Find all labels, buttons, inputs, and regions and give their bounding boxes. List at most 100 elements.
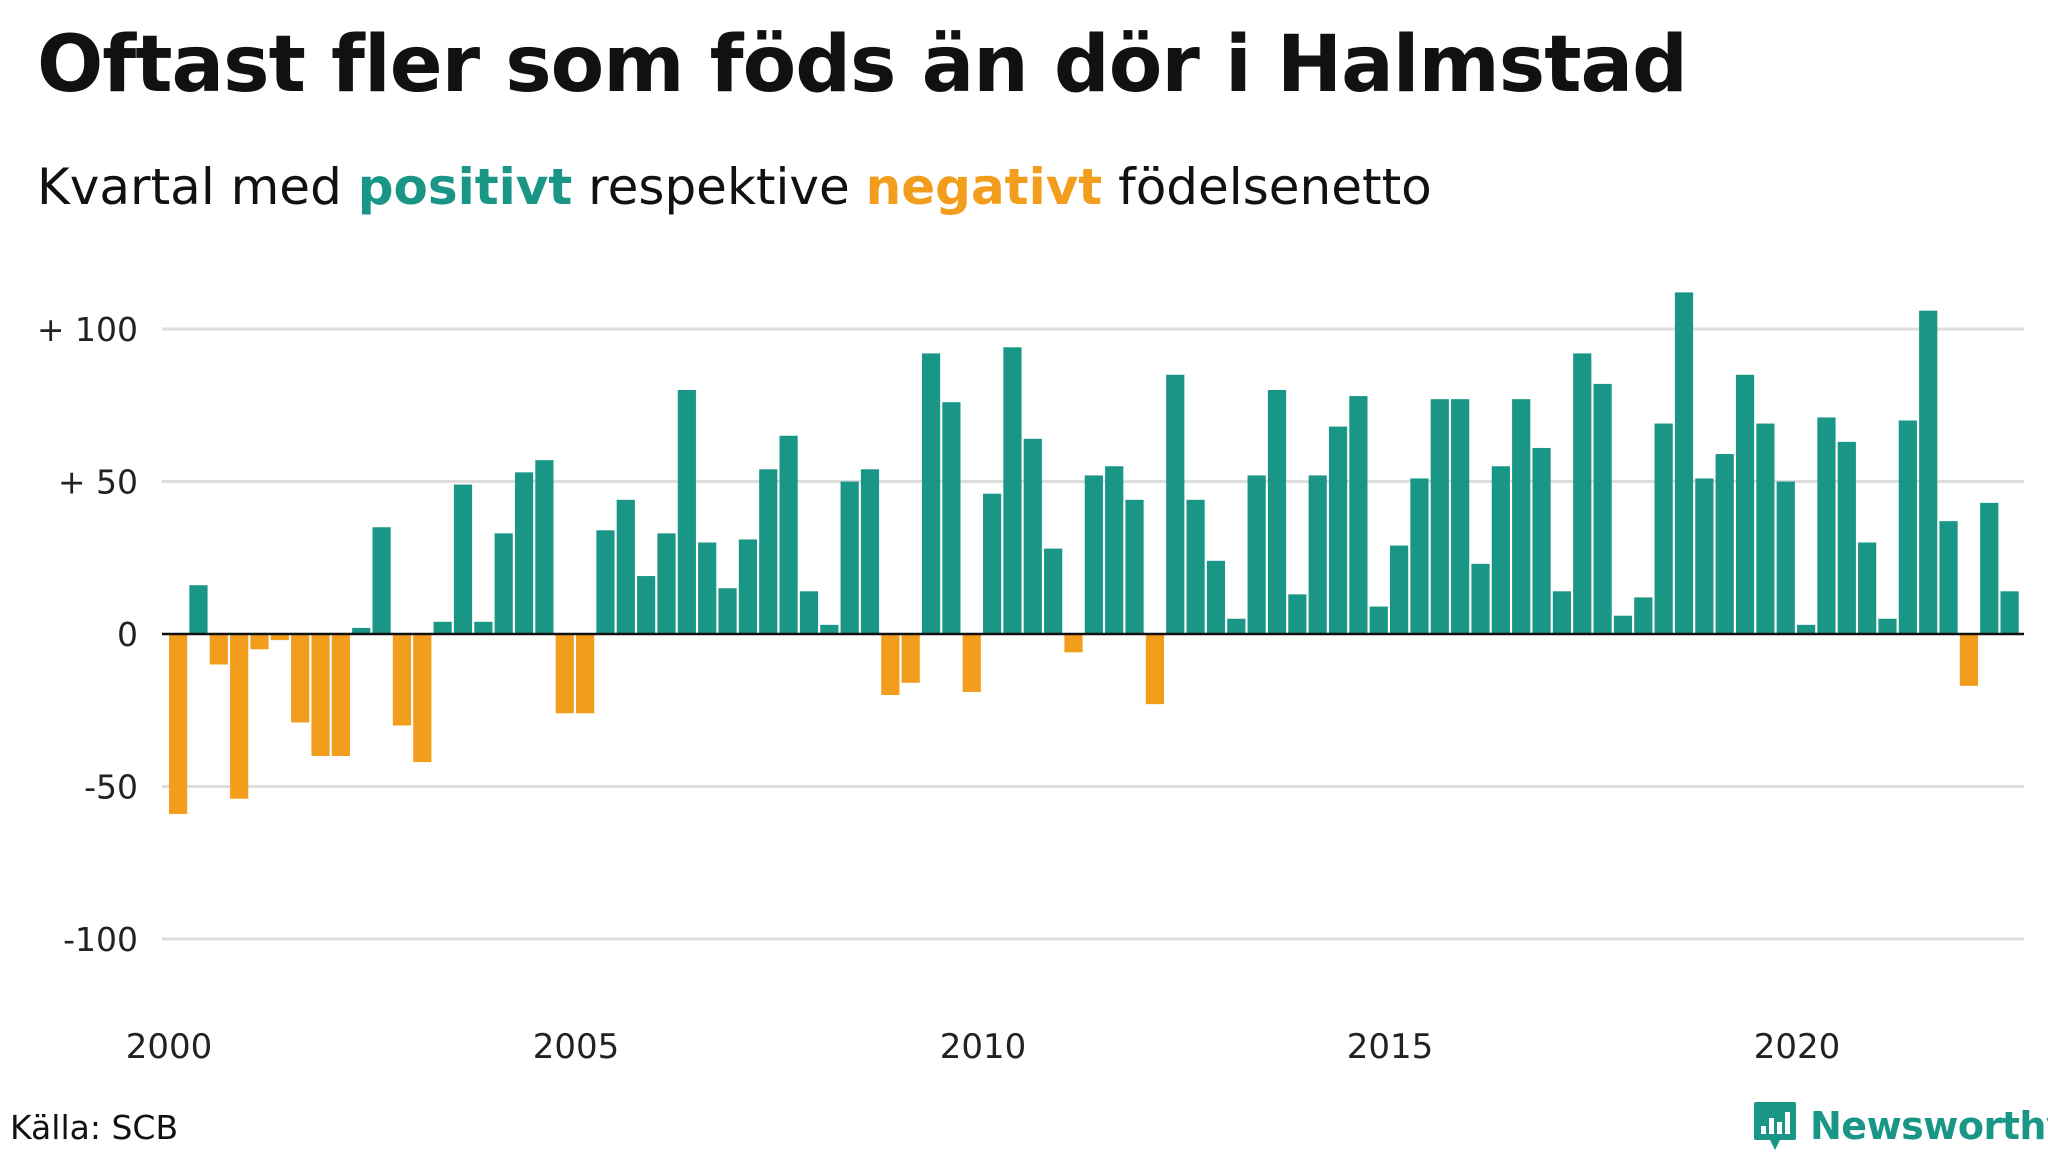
bar-positive	[189, 585, 208, 634]
bar-positive	[1247, 475, 1266, 634]
bar-positive	[1898, 420, 1917, 634]
bar-negative	[962, 634, 981, 692]
bar-positive	[820, 624, 839, 634]
bar-chart: + 100 + 50 0 -50 -100 2000 2005 2010 2015 2020	[37, 292, 2024, 1067]
bar-positive	[942, 402, 961, 634]
bar-negative	[576, 634, 595, 714]
chart-subtitle: Kvartal med positivt respektive negativt…	[37, 158, 1432, 216]
bar-positive	[657, 533, 676, 634]
bar-positive	[1369, 606, 1388, 634]
bar-positive	[453, 484, 473, 634]
bar-positive	[1858, 542, 1877, 634]
x-axis-labels: 2000 2005 2010 2015 2020	[126, 1027, 1841, 1067]
bar-positive	[799, 591, 819, 634]
y-tick-label: + 50	[58, 463, 138, 502]
y-tick-label: 0	[117, 615, 138, 654]
bar-positive	[1390, 545, 1409, 634]
bar-chart-speech-bubble-icon	[1754, 1102, 1796, 1150]
bar-positive	[1471, 563, 1490, 634]
x-tick-label: 2010	[940, 1027, 1027, 1067]
bar-positive	[1491, 466, 1510, 634]
brand-name: Newsworthy	[1810, 1104, 2048, 1148]
bar-negative	[291, 634, 310, 723]
bar-positive	[1756, 423, 1775, 634]
bar-positive	[1003, 347, 1022, 634]
bar-negative	[1145, 634, 1164, 705]
bar-negative	[331, 634, 350, 756]
x-tick-label: 2000	[126, 1027, 213, 1067]
bar-positive	[738, 539, 757, 634]
bar-positive	[1654, 423, 1673, 634]
bar-positive	[1288, 594, 1307, 634]
bar-negative	[881, 634, 900, 695]
subtitle-suffix: födelsenetto	[1102, 158, 1432, 216]
bar-positive	[983, 493, 1002, 634]
bar-positive	[1349, 396, 1368, 634]
bar-positive	[1735, 374, 1755, 634]
bar-positive	[1105, 466, 1124, 634]
x-tick-label: 2020	[1754, 1027, 1841, 1067]
bar-positive	[1837, 441, 1856, 634]
bar-negative	[311, 634, 330, 756]
bar-negative	[413, 634, 432, 763]
bar-positive	[1573, 353, 1592, 634]
bar-positive	[2000, 591, 2019, 634]
subtitle-prefix: Kvartal med	[37, 158, 358, 216]
bar-positive	[1776, 481, 1795, 634]
y-tick-label: -100	[63, 920, 138, 959]
bar-positive	[1532, 447, 1551, 634]
bar-positive	[1817, 417, 1836, 634]
bar-positive	[840, 481, 859, 634]
y-axis-labels: + 100 + 50 0 -50 -100	[37, 310, 138, 959]
bar-positive	[1634, 597, 1653, 634]
bar-negative	[1959, 634, 1978, 686]
x-tick-label: 2015	[1347, 1027, 1434, 1067]
bar-positive	[1227, 618, 1246, 634]
subtitle-middle: respektive	[572, 158, 866, 216]
bar-positive	[616, 499, 635, 634]
y-tick-label: -50	[84, 768, 138, 807]
bar-positive	[1674, 292, 1694, 634]
bar-positive	[1186, 499, 1205, 634]
subtitle-positive: positivt	[357, 158, 573, 216]
bar-negative	[555, 634, 574, 714]
bar-positive	[1044, 548, 1063, 634]
bar-negative	[230, 634, 249, 799]
bar-negative	[270, 634, 289, 641]
bar-positive	[860, 469, 880, 634]
bar-positive	[779, 435, 798, 634]
brand-logo: Newsworthy	[1752, 1100, 2048, 1152]
bar-positive	[1980, 502, 1999, 634]
bar-positive	[1939, 521, 1958, 634]
x-tick-label: 2005	[533, 1027, 620, 1067]
bar-positive	[1613, 615, 1633, 634]
bar-positive	[1512, 399, 1531, 634]
bar-positive	[1797, 624, 1816, 634]
subtitle-negative: negativt	[865, 158, 1103, 216]
bar-positive	[433, 621, 452, 634]
bar-positive	[1328, 426, 1348, 634]
bar-positive	[1084, 475, 1103, 634]
bar-positive	[1552, 591, 1571, 634]
bar-positive	[596, 530, 615, 634]
chart-title: Oftast fler som föds än dör i Halmstad	[37, 20, 1688, 110]
bar-positive	[474, 621, 493, 634]
bar-positive	[535, 460, 554, 634]
bar-positive	[1166, 374, 1185, 634]
bar-positive	[698, 542, 717, 634]
bar-positive	[1593, 383, 1612, 634]
bar-positive	[494, 533, 513, 634]
bar-positive	[1308, 475, 1327, 634]
bar-positive	[1919, 310, 1938, 634]
bar-positive	[1023, 438, 1042, 634]
bar-positive	[1267, 390, 1287, 634]
bar-positive	[677, 390, 696, 634]
bar-positive	[352, 627, 371, 634]
bar-positive	[637, 576, 656, 634]
bar-positive	[1430, 399, 1449, 634]
bar-positive	[514, 472, 534, 634]
bar-positive	[372, 527, 391, 634]
bar-positive	[1206, 560, 1226, 634]
bar-positive	[1715, 454, 1734, 634]
source-label: Källa: SCB	[10, 1108, 179, 1147]
